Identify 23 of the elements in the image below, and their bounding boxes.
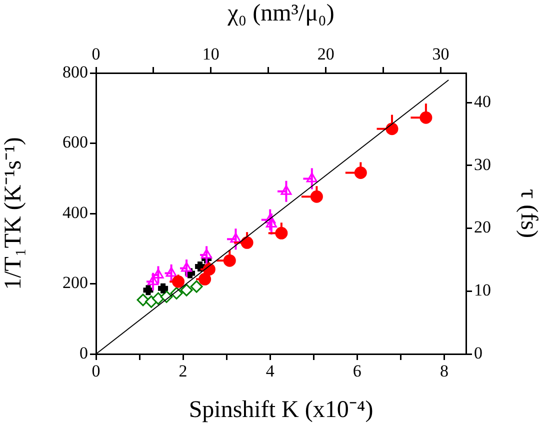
y-tick-label: 200 xyxy=(62,273,88,292)
y2-tick-label: 30 xyxy=(474,154,491,174)
x2-tick-label: 0 xyxy=(92,44,100,64)
y-tick-label: 400 xyxy=(62,202,88,222)
y2-tick-label: 10 xyxy=(474,280,491,300)
y2-tick-label: 0 xyxy=(474,343,482,362)
x-tick-label: 0 xyxy=(92,362,100,381)
y2-tick-label: 20 xyxy=(474,218,491,237)
x-tick-label: 8 xyxy=(440,362,448,381)
x2-axis-title: χ₀ (nm³/μ₀) xyxy=(226,0,334,27)
y-tick-label: 0 xyxy=(80,343,88,362)
x-tick-label: 6 xyxy=(352,362,362,381)
y-tick-label: 600 xyxy=(62,132,88,152)
y2-axis-title: τ (fs) xyxy=(515,189,542,238)
y-tick-label: 800 xyxy=(62,62,88,82)
x-tick-label: 2 xyxy=(178,362,188,381)
y-axis-title: 1/T₁TK (K⁻¹s⁻¹) xyxy=(0,137,27,290)
y2-tick-label: 40 xyxy=(474,92,491,112)
x-tick-label: 4 xyxy=(266,362,275,381)
x-axis-title: Spinshift K (x10⁻⁴) xyxy=(188,396,374,423)
x2-tick-label: 30 xyxy=(432,44,450,64)
x2-tick-label: 10 xyxy=(202,44,220,64)
x2-tick-label: 20 xyxy=(317,44,334,64)
